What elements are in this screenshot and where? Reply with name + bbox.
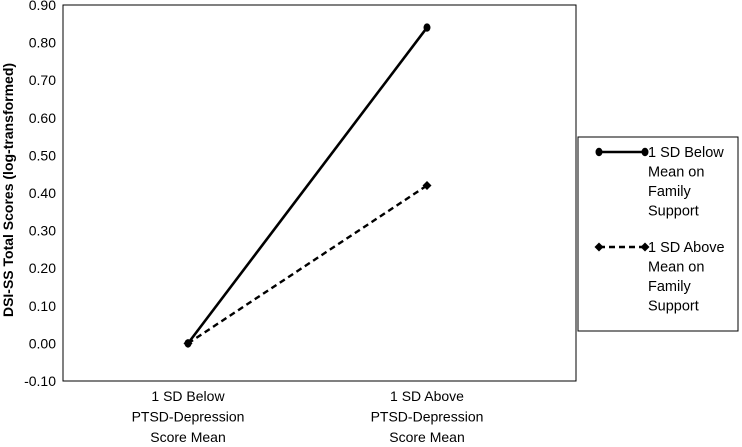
series-2 <box>183 180 432 348</box>
legend-label: 1 SD Below Mean on Family Support <box>648 145 724 220</box>
y-tick-label: 0.40 <box>29 185 56 201</box>
data-point-marker <box>423 23 431 32</box>
legend-marker <box>594 242 604 252</box>
legend-entry: 1 SD Below Mean on Family Support <box>595 145 724 220</box>
legend-marker <box>595 147 603 157</box>
data-point-marker <box>422 180 432 190</box>
y-tick-label: 0.60 <box>29 110 56 126</box>
x-tick-label: 1 SD Below PTSD-Depression Score Mean <box>132 388 245 445</box>
legend-marker <box>641 147 649 157</box>
legend-box <box>577 136 739 332</box>
y-tick-label: 0.90 <box>29 0 56 13</box>
legend-label: 1 SD Above Mean on Family Support <box>648 240 725 315</box>
plot-border <box>62 4 577 382</box>
legend: 1 SD Below Mean on Family Support 1 SD Above… <box>577 136 739 332</box>
plot-area <box>62 4 577 382</box>
y-tick-label: 0.70 <box>29 72 56 88</box>
series-line <box>186 26 429 345</box>
x-axis: 1 SD Below PTSD-Depression Score Mean 1 SD … <box>132 388 484 445</box>
y-axis: -0.10 0.00 0.10 0.20 0.30 0.40 0.50 0.60 0.70 0.8… <box>24 0 56 389</box>
y-tick-label: -0.10 <box>24 373 56 389</box>
y-tick-label: 0.10 <box>29 298 56 314</box>
y-tick-label: 0.30 <box>29 223 56 239</box>
y-tick-label: 0.20 <box>29 260 56 276</box>
series-line <box>187 184 428 345</box>
data-point-marker <box>183 338 193 348</box>
series-layer <box>183 23 432 348</box>
y-tick-label: 0.50 <box>29 147 56 163</box>
legend-marker <box>640 242 650 252</box>
y-axis-title: DSI-SS Total Scores (log-transformed) <box>0 63 16 317</box>
y-tick-label: 0.00 <box>29 335 56 351</box>
legend-entry: 1 SD Above Mean on Family Support <box>594 240 725 315</box>
x-tick-label: 1 SD Above PTSD-Depression Score Mean <box>371 388 484 445</box>
series-1 <box>184 23 431 348</box>
y-tick-label: 0.80 <box>29 35 56 51</box>
